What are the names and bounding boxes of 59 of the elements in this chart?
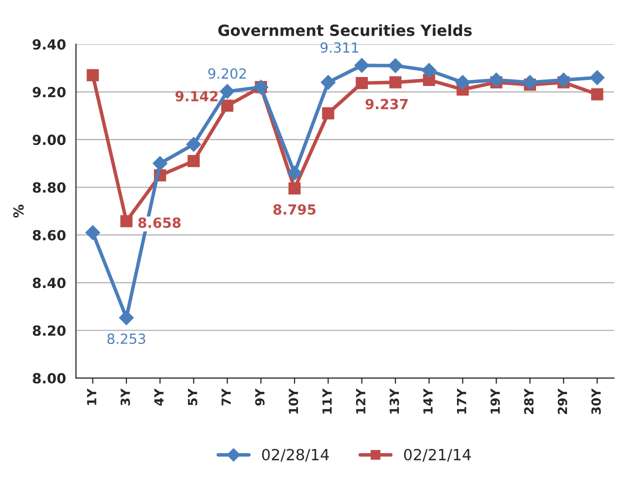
x-tick-label: 28Y (524, 388, 534, 414)
data-label: 8.253 (107, 333, 146, 344)
x-tick-label: 4Y (154, 388, 164, 406)
y-tick-label: 9.20 (32, 86, 66, 98)
x-tick-label: 10Y (288, 388, 298, 414)
x-tick-label: 9Y (255, 388, 265, 406)
y-tick-label: 9.00 (32, 134, 66, 146)
y-tick-label: 8.40 (32, 278, 66, 288)
point (590, 70, 605, 85)
x-tick-label: 3Y (120, 388, 130, 406)
x-tick-label: 13Y (390, 388, 400, 414)
x-tick-label: 11Y (322, 388, 332, 414)
y-tick-label: 8.20 (32, 325, 66, 336)
point (488, 72, 504, 88)
data-label: 9.142 (175, 90, 218, 102)
point (388, 58, 403, 74)
y-tick-label: 8.60 (32, 230, 66, 240)
point (221, 100, 234, 112)
point (354, 58, 370, 73)
x-tick-label: 7Y (222, 388, 231, 406)
point (86, 69, 99, 82)
chart-title: Government Securities Yields (218, 24, 472, 36)
legend-label: 02/21/14 (404, 448, 471, 462)
point (186, 136, 202, 152)
y-tick-label: 8.00 (32, 373, 66, 384)
point (389, 76, 402, 88)
point (288, 182, 301, 195)
point (188, 154, 200, 168)
y-tick-label: 8.80 (32, 182, 66, 193)
data-label: 8.658 (138, 217, 181, 228)
point (322, 107, 334, 120)
x-tick-label: 14Y (423, 388, 433, 414)
x-tick-label: 1Y (87, 388, 96, 405)
data-label: 9.237 (366, 98, 408, 110)
point (85, 225, 100, 240)
point (356, 76, 368, 90)
point (455, 74, 470, 90)
point (422, 63, 436, 78)
data-label: 8.795 (273, 204, 316, 215)
x-tick-label: 29Y (558, 388, 568, 414)
point (120, 215, 132, 228)
point (287, 166, 302, 180)
x-tick-label: 17Y (457, 388, 466, 414)
point (220, 84, 235, 99)
y-axis-title: % (13, 204, 24, 218)
point (320, 74, 336, 90)
x-tick-label: 19Y (490, 388, 500, 414)
data-label: 9.202 (208, 68, 246, 79)
x-tick-label: 12Y (356, 388, 366, 414)
point (522, 74, 538, 90)
legend-label: 02/28/14 (262, 448, 329, 462)
point (152, 156, 168, 171)
point (556, 72, 571, 88)
x-tick-label: 5Y (188, 388, 198, 406)
y-tick-label: 9.40 (32, 39, 66, 50)
x-tick-label: 30Y (591, 388, 601, 414)
point (119, 310, 134, 326)
data-label: 9.311 (320, 42, 358, 53)
point (591, 88, 604, 100)
